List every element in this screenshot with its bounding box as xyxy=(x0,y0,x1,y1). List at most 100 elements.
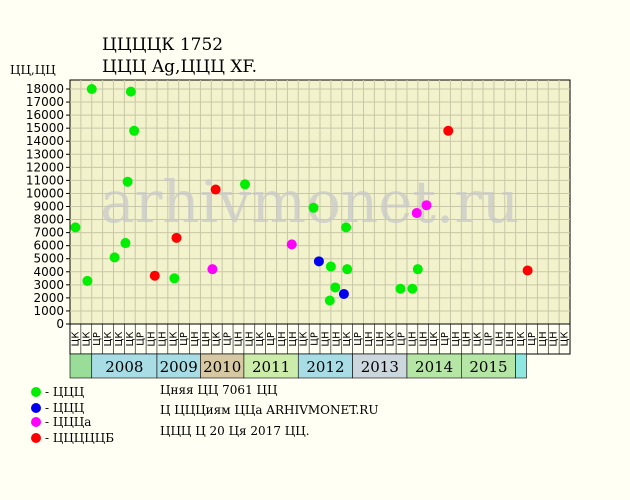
x-slot-label: ЦК xyxy=(342,332,353,347)
x-slot-label: ЦК xyxy=(125,332,136,347)
data-point xyxy=(120,238,131,249)
legend-marker-green xyxy=(31,387,41,397)
x-slot-label: ЦН xyxy=(462,331,473,346)
year-band xyxy=(243,353,299,379)
data-point xyxy=(421,200,432,211)
year-label: 2012 xyxy=(306,358,344,376)
data-point xyxy=(313,256,324,267)
y-tick-label: 14000 xyxy=(26,134,64,148)
y-tick-label: 2000 xyxy=(33,291,64,305)
year-band xyxy=(352,353,408,379)
x-slot-label: ЦК xyxy=(81,332,92,347)
data-point xyxy=(149,270,160,281)
x-slot-label: ЦР xyxy=(179,332,190,346)
y-axis-ticks: 0100020003000400050006000700080009000100… xyxy=(26,82,70,331)
year-label: 2009 xyxy=(160,358,198,376)
year-band-row: 2008 2009 2010 2011 2012 2013 2014 2015 xyxy=(69,353,527,379)
year-band xyxy=(515,353,527,379)
x-slot-label: ЦР xyxy=(92,332,103,346)
data-point xyxy=(338,288,349,299)
x-slot-label: ЦК xyxy=(386,332,397,347)
x-slot-label: ЦН xyxy=(538,331,549,346)
data-point xyxy=(341,222,352,233)
y-tick-label: 13000 xyxy=(26,147,64,161)
legend-label-blue: - ЦЦЦ xyxy=(45,401,85,415)
x-slot-label: ЦК xyxy=(516,332,527,347)
data-point xyxy=(82,275,93,286)
year-label: 2015 xyxy=(469,358,507,376)
y-tick-label: 17000 xyxy=(26,95,64,109)
y-tick-label: 6000 xyxy=(33,239,64,253)
data-point xyxy=(70,222,81,233)
x-slot-label: ЦР xyxy=(397,332,408,346)
legend: - ЦЦЦ - ЦЦЦ - ЦЦЦа - ЦЦЦЦЦБ xyxy=(31,385,114,445)
x-slot-label: ЦН xyxy=(375,331,386,346)
legend-label-red: - ЦЦЦЦЦБ xyxy=(45,431,114,445)
data-point xyxy=(240,179,250,190)
data-point xyxy=(125,86,136,97)
chart-subtitle: ЦЦЦ Ag,ЦЦЦ XF. xyxy=(102,57,257,77)
data-point xyxy=(86,84,97,94)
x-slot-label: ЦН xyxy=(244,331,255,346)
year-label: 2013 xyxy=(361,358,399,376)
x-slot-label: ЦН xyxy=(233,331,244,346)
x-slot-label: ЦР xyxy=(310,332,321,346)
year-band xyxy=(156,353,201,379)
x-slot-label: ЦР xyxy=(136,332,147,346)
data-point xyxy=(169,273,180,284)
data-point xyxy=(109,252,120,263)
x-slot-label: ЦР xyxy=(527,332,538,346)
y-tick-label: 5000 xyxy=(33,252,64,266)
y-tick-label: 9000 xyxy=(33,200,64,214)
x-slot-label: ЦН xyxy=(201,331,212,346)
data-point xyxy=(411,208,422,219)
x-slot-label: ЦН xyxy=(407,331,418,346)
data-point xyxy=(342,264,353,275)
x-slot-labels: ЦК ЦК ЦР ЦК ЦК ЦК ЦР ЦН ЦН ЦК ЦР ЦН ЦН ЦК ЦР ЦН ЦН ЦК ЦР ЦН… xyxy=(69,323,571,355)
x-slot-label: ЦН xyxy=(331,331,342,346)
data-point xyxy=(407,283,418,294)
y-tick-label: 1000 xyxy=(33,304,64,318)
x-slot-label: ЦК xyxy=(168,332,179,347)
data-points xyxy=(70,84,533,306)
x-slot-label: ЦК xyxy=(473,332,484,347)
data-point xyxy=(129,125,140,136)
legend-label-magenta: - ЦЦЦа xyxy=(45,415,91,429)
data-point xyxy=(207,264,218,275)
x-slot-label: ЦР xyxy=(266,332,277,346)
legend-marker-red xyxy=(31,433,41,443)
y-tick-label: 4000 xyxy=(33,265,64,279)
x-slot-label: ЦН xyxy=(288,331,299,346)
data-point xyxy=(325,261,336,272)
x-slot-label: ЦН xyxy=(494,331,505,346)
x-slot-label: ЦК xyxy=(299,332,310,347)
footer-line-2: Ц ЦЦЦиям ЦЦа ARHIVMONET.RU xyxy=(160,403,378,417)
x-slot-label: ЦН xyxy=(277,331,288,346)
year-label: 2008 xyxy=(105,358,143,376)
legend-marker-magenta xyxy=(31,417,41,427)
x-slot-label: ЦН xyxy=(190,331,201,346)
data-point xyxy=(171,232,182,243)
x-slot-label: ЦР xyxy=(440,332,451,346)
y-axis-unit-label: ЦЦ,ЦЦ xyxy=(10,63,56,77)
x-slot-label: ЦН xyxy=(320,331,331,346)
data-point xyxy=(286,239,297,250)
x-slot-label: ЦК xyxy=(560,332,571,347)
y-tick-label: 11000 xyxy=(26,173,64,187)
x-slot-label: ЦК xyxy=(255,332,266,347)
data-point xyxy=(324,295,335,306)
data-point xyxy=(122,176,133,187)
data-point xyxy=(522,265,533,276)
x-slot-label: ЦК xyxy=(212,332,223,347)
y-tick-label: 7000 xyxy=(33,226,64,240)
x-slot-label: ЦК xyxy=(103,332,114,347)
footer-line-1: Цняя ЦЦ 7061 ЦЦ xyxy=(160,383,278,397)
legend-label-green: - ЦЦЦ xyxy=(45,385,85,399)
legend-marker-blue xyxy=(31,403,41,413)
year-band xyxy=(406,353,462,379)
x-slot-label: ЦН xyxy=(549,331,560,346)
year-label: 2014 xyxy=(415,358,453,376)
x-slot-label: ЦР xyxy=(483,332,494,346)
data-point xyxy=(395,283,406,294)
